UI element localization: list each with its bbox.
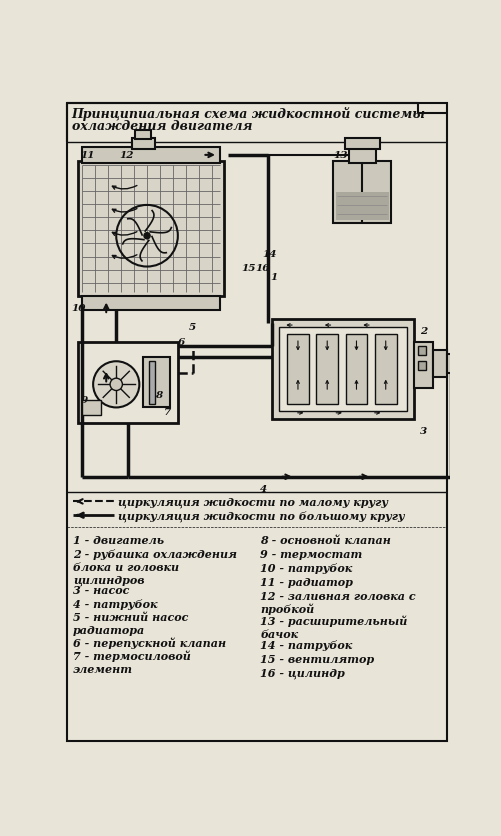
Text: 12 - заливная головка с
пробкой: 12 - заливная головка с пробкой bbox=[260, 590, 416, 614]
Text: 5: 5 bbox=[188, 323, 196, 332]
Text: 10: 10 bbox=[72, 303, 86, 313]
Text: 14: 14 bbox=[263, 250, 277, 258]
Bar bbox=[349, 148, 376, 163]
Text: 15: 15 bbox=[241, 263, 256, 273]
Text: 11 - радиатор: 11 - радиатор bbox=[260, 576, 353, 588]
Text: 5 - нижний насос
радиатора: 5 - нижний насос радиатора bbox=[73, 612, 188, 635]
Bar bbox=[433, 350, 447, 377]
Text: 6 - перепускной клапан: 6 - перепускной клапан bbox=[73, 636, 226, 648]
Text: 7 - термосиловой
элемент: 7 - термосиловой элемент bbox=[73, 650, 191, 675]
Bar bbox=[132, 139, 155, 150]
Text: 11: 11 bbox=[81, 151, 95, 161]
Text: охлаждения двигателя: охлаждения двигателя bbox=[72, 120, 252, 133]
Text: 10 - патрубок: 10 - патрубок bbox=[260, 563, 353, 573]
Text: 2 - рубашка охлаждения
блока и головки
цилиндров: 2 - рубашка охлаждения блока и головки ц… bbox=[73, 548, 237, 586]
Bar bbox=[336, 192, 389, 221]
Text: 15 - вентилятор: 15 - вентилятор bbox=[260, 653, 374, 665]
Text: 14 - патрубок: 14 - патрубок bbox=[260, 640, 353, 650]
Text: 13 - расширительный
бачок: 13 - расширительный бачок bbox=[260, 614, 408, 639]
Bar bbox=[418, 362, 426, 371]
Bar bbox=[78, 343, 178, 423]
Text: 6: 6 bbox=[178, 338, 185, 347]
Bar bbox=[317, 335, 338, 404]
Text: 9 - термостат: 9 - термостат bbox=[260, 548, 363, 559]
Text: циркуляция жидкости по малому кругу: циркуляция жидкости по малому кругу bbox=[118, 497, 388, 507]
Bar bbox=[143, 358, 170, 408]
Circle shape bbox=[93, 362, 139, 408]
Bar bbox=[280, 327, 406, 412]
Text: 8 - основной клапан: 8 - основной клапан bbox=[260, 535, 391, 546]
Bar bbox=[78, 162, 224, 297]
Bar bbox=[82, 148, 220, 163]
Text: Принципиальная схема жидкостной системы: Принципиальная схема жидкостной системы bbox=[72, 106, 425, 120]
Text: 1: 1 bbox=[270, 273, 278, 282]
Bar bbox=[346, 335, 367, 404]
Bar bbox=[333, 162, 391, 223]
Text: циркуляция жидкости по большому кругу: циркуляция жидкости по большому кругу bbox=[118, 510, 404, 522]
Text: 2: 2 bbox=[420, 327, 427, 335]
Circle shape bbox=[144, 233, 150, 240]
Text: 8: 8 bbox=[155, 390, 162, 400]
Text: 12: 12 bbox=[119, 151, 134, 161]
Text: 4: 4 bbox=[260, 484, 268, 493]
Bar bbox=[149, 362, 155, 404]
Circle shape bbox=[110, 379, 122, 391]
Bar bbox=[287, 335, 309, 404]
Bar bbox=[375, 335, 396, 404]
Bar bbox=[272, 319, 414, 420]
Text: 16 - цилиндр: 16 - цилиндр bbox=[260, 667, 345, 678]
Text: 1 - двигатель: 1 - двигатель bbox=[73, 535, 164, 546]
Text: 16: 16 bbox=[255, 263, 270, 273]
Bar bbox=[345, 139, 380, 150]
Text: 9: 9 bbox=[81, 395, 88, 405]
Bar bbox=[418, 346, 426, 355]
Text: 4 - патрубок: 4 - патрубок bbox=[73, 598, 158, 609]
Bar bbox=[414, 343, 433, 389]
Bar bbox=[135, 131, 151, 140]
Text: 3: 3 bbox=[420, 426, 427, 436]
Text: 13: 13 bbox=[333, 151, 348, 161]
Bar bbox=[447, 354, 455, 374]
Bar bbox=[82, 297, 220, 310]
Text: 3 - насос: 3 - насос bbox=[73, 584, 129, 595]
Bar bbox=[82, 400, 101, 415]
Text: 7: 7 bbox=[164, 407, 171, 416]
